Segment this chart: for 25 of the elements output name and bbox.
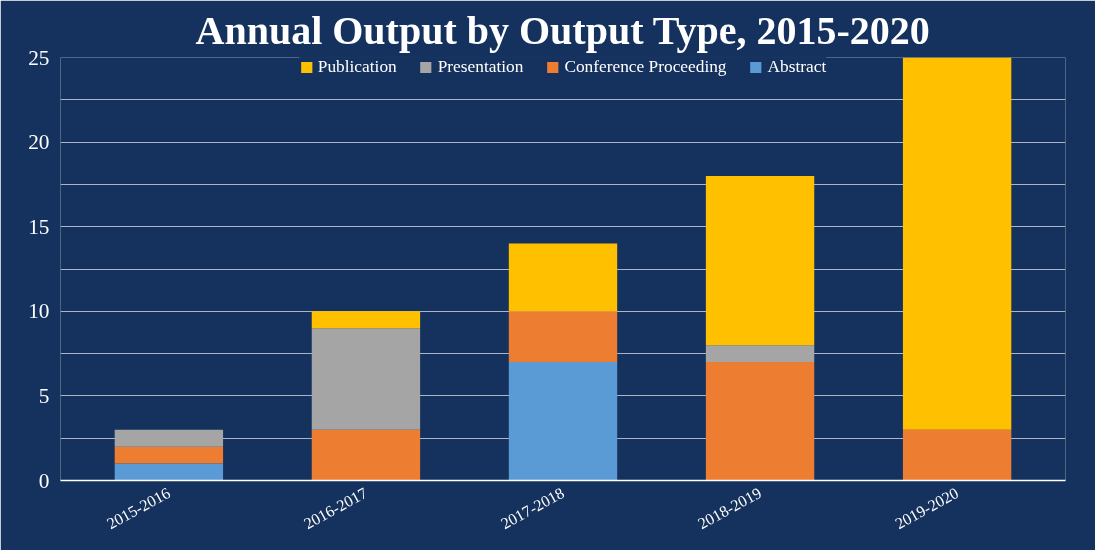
bar [114,429,224,447]
bar [508,362,618,481]
legend-label: Publication [317,57,397,77]
y-tick-label: 15 [28,214,50,239]
bar [311,429,421,481]
legend-label: Conference Proceeding [564,57,727,77]
y-tick-label: 20 [28,130,50,155]
bar [508,243,618,312]
bar [311,328,421,430]
bar [902,57,1012,430]
y-tick-label: 0 [38,468,50,493]
bar [902,429,1012,481]
y-tick-label: 25 [28,45,50,70]
bar [508,311,618,363]
bar [705,362,815,481]
y-tick-label: 10 [28,299,50,324]
bar [705,175,815,346]
bar [311,311,421,329]
bar [705,345,815,363]
y-tick-label: 5 [38,383,50,408]
legend-label: Abstract [767,57,827,77]
bar [114,463,224,481]
bar [114,446,224,464]
chart-title: Annual Output by Output Type, 2015-2020 [195,7,930,53]
legend-label: Presentation [437,57,524,77]
